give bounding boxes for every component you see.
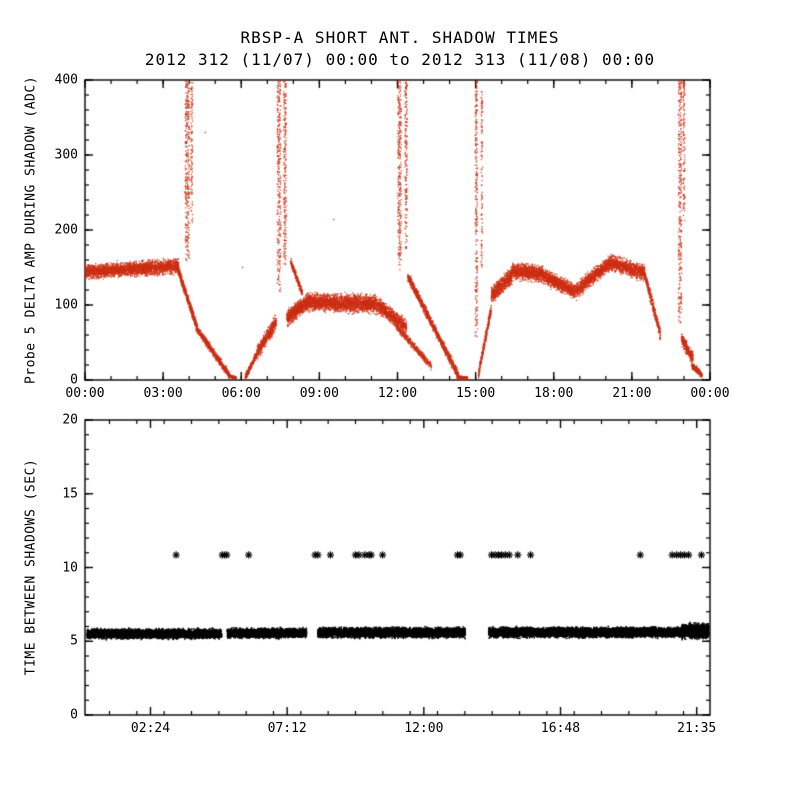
x-tick-label: 12:00 bbox=[404, 721, 444, 736]
y-tick-label: 5 bbox=[70, 633, 78, 649]
x-tick-label: 03:00 bbox=[143, 386, 183, 401]
x-tick-label: 06:00 bbox=[221, 386, 261, 401]
y-tick-label: 0 bbox=[70, 372, 78, 388]
x-tick-label: 07:12 bbox=[267, 721, 307, 736]
x-tick-label: 09:00 bbox=[299, 386, 339, 401]
x-tick-label: 16:48 bbox=[540, 721, 581, 736]
y-tick-label: 200 bbox=[54, 222, 78, 238]
x-tick-label: 15:00 bbox=[456, 386, 496, 401]
y-tick-label: 15 bbox=[62, 486, 78, 502]
y-tick-label: 10 bbox=[62, 560, 78, 575]
x-tick-label: 21:00 bbox=[612, 386, 652, 401]
y-tick-label: 20 bbox=[62, 412, 78, 428]
y-tick-label: 400 bbox=[54, 72, 78, 88]
y-tick-label: 0 bbox=[70, 707, 78, 723]
x-tick-label: 00:00 bbox=[690, 386, 730, 401]
y-tick-label: 300 bbox=[54, 147, 78, 163]
x-tick-label: 21:35 bbox=[677, 721, 717, 736]
x-tick-label: 18:00 bbox=[534, 386, 574, 401]
x-tick-label: 02:24 bbox=[130, 721, 171, 736]
x-tick-label: 00:00 bbox=[65, 386, 105, 401]
x-tick-label: 12:00 bbox=[377, 386, 418, 401]
y-tick-label: 100 bbox=[54, 297, 78, 313]
